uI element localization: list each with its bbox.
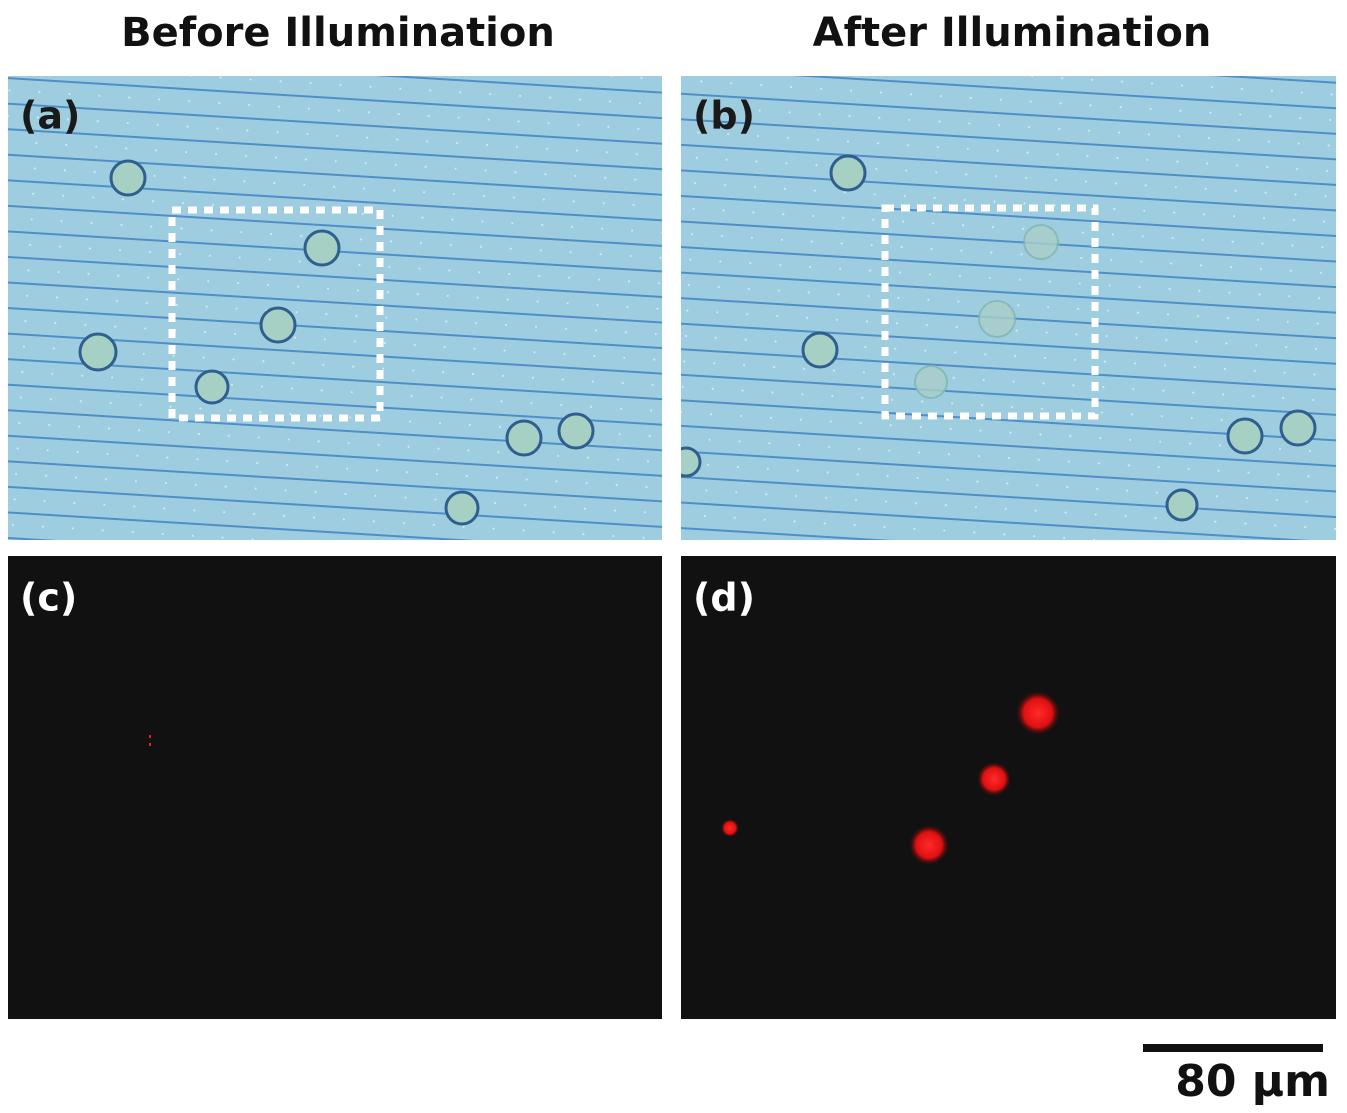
panel-label: (a) [20,94,80,138]
cell [80,334,116,370]
fluorescent-cell [721,819,739,837]
cell [446,492,478,524]
figure: Before Illumination After Illumination (… [0,0,1347,1113]
fluorescent-cell [909,825,949,865]
scale-bar [1143,1044,1323,1052]
cell [672,448,700,476]
cell [559,414,593,448]
fluorescence-speck [149,743,151,746]
cell [261,308,295,342]
cell [111,161,145,195]
cell [196,371,228,403]
cell [831,156,865,190]
cell [1167,490,1197,520]
fluorescence-image [8,556,662,1019]
cell [915,366,947,398]
cell [803,333,837,367]
page: {"columns": ["Before Illumination", "Aft… [0,0,1347,1113]
fluorescent-cell [977,762,1011,796]
scale-bar-label: 80 µm [1175,1056,1330,1107]
panel-label: (b) [693,94,755,138]
panel-label: (d) [693,576,755,620]
column-title: After Illumination [813,10,1212,56]
panel-a [8,76,662,540]
cell [979,301,1015,337]
cell [1228,419,1262,453]
cell [1024,225,1058,259]
cell [305,231,339,265]
fluorescent-cell [1016,691,1060,735]
fluorescence-speck [149,735,151,738]
cell [507,421,541,455]
panel-b [672,76,1336,540]
cell [1281,411,1315,445]
column-title: Before Illumination [121,10,555,56]
brightfield-image [8,76,662,540]
panel-label: (c) [20,576,77,620]
